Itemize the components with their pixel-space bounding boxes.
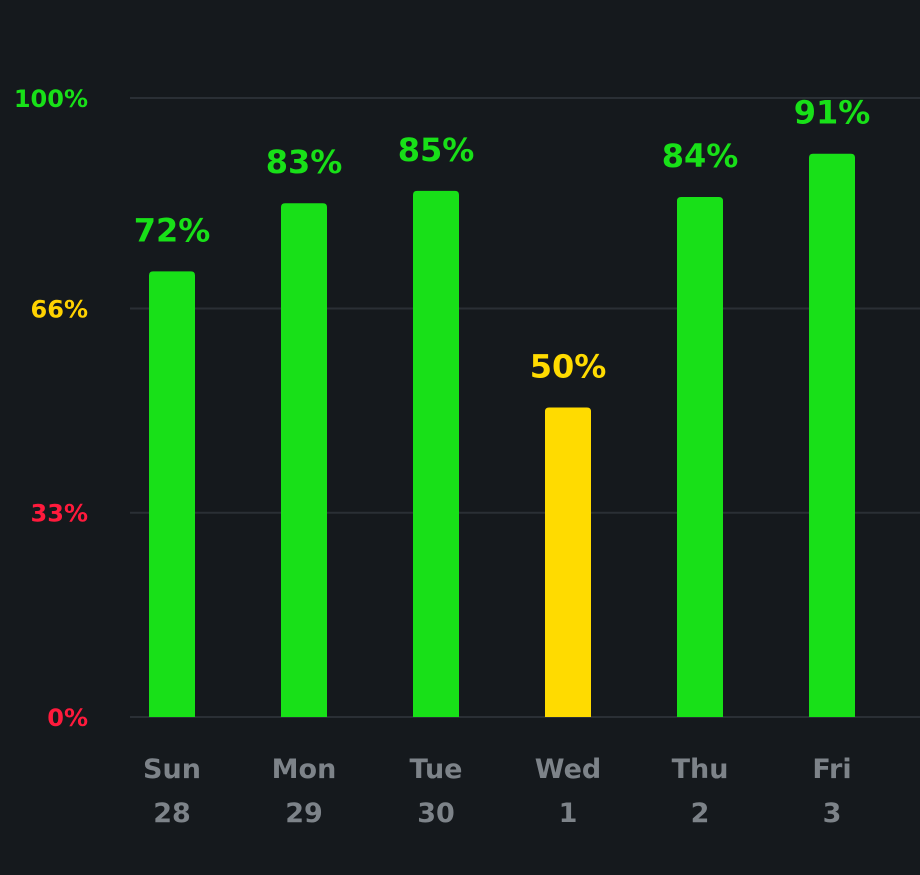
bar-sun	[149, 271, 195, 717]
x-tick-day: Fri	[812, 754, 851, 785]
value-label-fri: 91%	[794, 94, 871, 132]
x-tick-date: 2	[691, 798, 710, 829]
value-label-thu: 84%	[662, 137, 739, 175]
y-tick-label: 33%	[31, 500, 88, 528]
y-axis: 0% 33% 66% 100%	[14, 85, 88, 732]
y-tick-label: 100%	[14, 85, 88, 113]
x-tick-date: 1	[559, 798, 578, 829]
value-label-sun: 72%	[134, 211, 211, 249]
value-label-wed: 50%	[530, 348, 607, 386]
x-tick-day: Tue	[410, 754, 463, 785]
x-tick-date: 28	[153, 798, 191, 829]
x-tick-day: Thu	[672, 754, 729, 785]
bar-fri	[809, 153, 855, 717]
x-tick-day: Sun	[143, 754, 201, 785]
x-axis: Sun 28 Mon 29 Tue 30 Wed 1 Thu 2 Fri 3	[143, 754, 852, 829]
value-label-tue: 85%	[398, 131, 475, 169]
bar-mon	[281, 203, 327, 718]
x-tick-day: Mon	[272, 754, 337, 785]
x-tick-date: 3	[823, 798, 842, 829]
bars: 72% 83% 85% 50% 84% 91%	[134, 94, 871, 718]
x-tick-date: 30	[417, 798, 455, 829]
y-tick-label: 0%	[47, 704, 88, 732]
x-tick-date: 29	[285, 798, 323, 829]
bar-tue	[413, 190, 459, 718]
bar-thu	[677, 197, 723, 718]
y-tick-label: 66%	[31, 295, 88, 323]
gridlines	[130, 97, 920, 718]
value-label-mon: 83%	[266, 143, 343, 181]
x-tick-day: Wed	[535, 754, 601, 785]
bar-wed	[545, 407, 591, 717]
